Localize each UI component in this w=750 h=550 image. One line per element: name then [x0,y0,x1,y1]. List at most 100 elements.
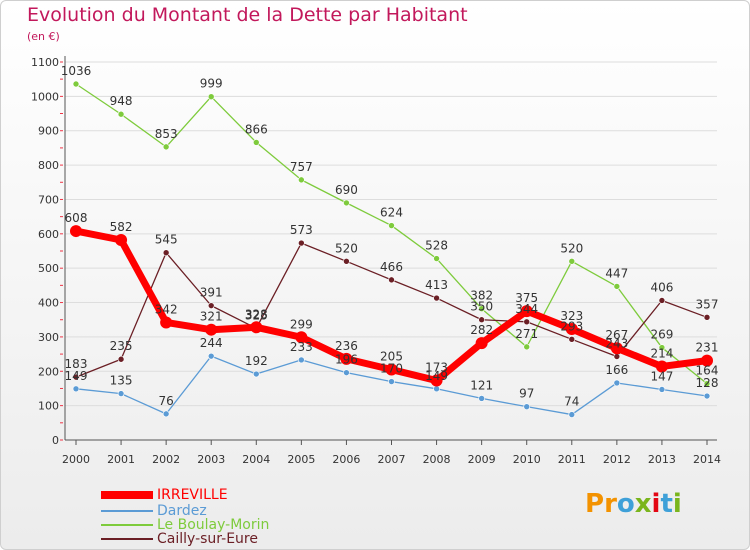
data-label: 624 [380,206,403,220]
data-label: 690 [335,183,358,197]
legend-label: Cailly-sur-Eure [157,531,258,547]
chart-subtitle: (en €) [27,30,60,43]
y-tick-label: 800 [38,159,59,172]
data-label: 608 [65,211,88,225]
data-label: 149 [65,369,88,383]
proxiti-logo: Proxiti [585,489,682,519]
data-label: 342 [155,302,178,316]
data-point [207,352,215,360]
legend-item: IRREVILLE [101,487,228,503]
data-point [207,302,215,309]
data-label: 328 [245,307,268,321]
data-point [162,249,170,257]
y-tick-label: 400 [38,297,59,310]
x-tick-label: 2003 [197,453,225,466]
data-point [205,323,218,336]
data-label: 948 [110,94,133,108]
data-label: 170 [380,362,403,376]
series-group [70,80,713,418]
data-label: 447 [605,266,628,280]
data-label: 76 [159,394,174,408]
data-point [475,337,488,350]
data-label: 231 [696,341,719,355]
data-label: 205 [380,350,403,364]
data-point [613,353,621,360]
data-label: 466 [380,260,403,274]
legend-label: Dardez [157,503,207,519]
legend-item: Cailly-sur-Eure [101,531,258,547]
data-point [207,93,215,101]
y-tick-label: 200 [38,365,59,378]
y-tick-label: 1100 [31,56,59,69]
data-label: 233 [290,340,313,354]
data-point [298,239,305,247]
data-point [523,403,531,410]
data-point [703,392,711,400]
data-point [117,390,125,397]
data-label: 282 [470,323,493,337]
data-point [298,176,305,184]
data-label: 271 [515,327,538,341]
data-label: 528 [425,239,448,253]
data-point [433,385,440,393]
data-label: 520 [560,241,583,255]
data-point [568,258,576,265]
data-point [252,370,260,378]
data-point [658,386,666,393]
data-point [388,276,395,284]
data-label: 192 [245,354,268,368]
y-tick-label: 0 [52,434,59,447]
data-label: 321 [200,310,223,324]
y-tick-label: 1000 [31,90,59,103]
data-point [613,379,621,387]
data-label: 325 [245,308,268,322]
data-point [340,352,353,365]
data-label: 323 [560,309,583,323]
data-label: 74 [564,395,579,409]
data-label: 413 [425,278,448,292]
data-point [388,378,395,385]
data-point [162,143,170,151]
x-tick-label: 2002 [152,453,180,466]
y-tick-label: 700 [38,193,59,206]
data-label: 573 [290,223,313,237]
data-label: 236 [335,339,358,353]
data-label: 269 [650,328,673,342]
data-point [568,411,576,418]
logo-letter: i [672,489,682,519]
data-point [658,344,666,351]
logo-letter: i [651,489,661,519]
data-label: 999 [200,77,223,91]
axes: 0 100 200 300 400 500 600 700 800 900 1000 1100 2000… [31,56,721,466]
data-point [385,363,398,376]
legend-swatch [101,491,153,499]
data-point [478,305,485,313]
x-tick-label: 2009 [468,453,496,466]
grid-lines [65,61,717,441]
legend-item: Dardez [101,503,207,519]
data-point [117,355,125,363]
data-label: 582 [110,220,133,234]
data-label: 357 [696,297,719,311]
data-label: 243 [605,336,628,350]
x-tick-label: 2012 [603,453,631,466]
x-tick-label: 2014 [693,453,721,466]
data-point [250,321,263,334]
data-label: 406 [650,280,673,294]
y-tick-label: 900 [38,125,59,138]
data-label: 520 [335,241,358,255]
y-tick-label: 100 [38,400,59,413]
chart-title: Evolution du Montant de la Dette par Hab… [27,4,468,26]
data-label: 350 [470,300,493,314]
data-label: 147 [650,369,673,383]
data-label: 293 [560,319,583,333]
data-label: 97 [519,387,534,401]
legend-item: Le Boulay-Morin [101,517,269,533]
data-label: 391 [200,286,223,300]
data-point [160,316,173,329]
legend-swatch [101,510,153,512]
data-label: 853 [155,127,178,141]
